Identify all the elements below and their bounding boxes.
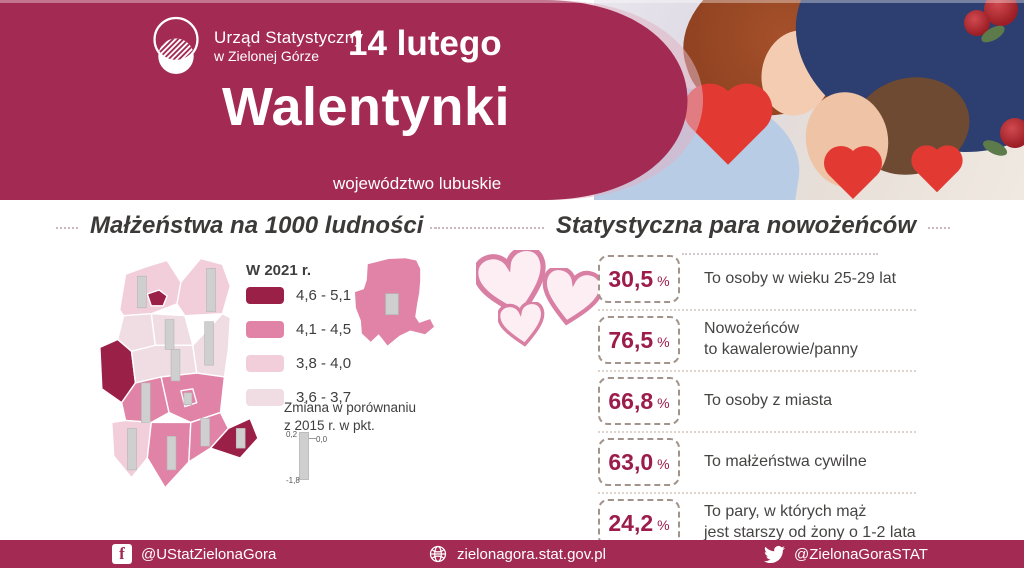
stats-list: 30,5 % To osoby w wieku 25-29 lat 76,5 %… — [598, 250, 916, 555]
map-region — [176, 257, 232, 317]
stat-unit: % — [657, 334, 670, 350]
legend-range: 3,8 - 4,0 — [296, 355, 352, 372]
page-title: Walentynki — [222, 77, 511, 137]
facebook-handle: @UStatZielonaGora — [141, 545, 277, 563]
twitter-handle: @ZielonaGoraSTAT — [794, 545, 928, 563]
lubuskie-choropleth-map — [99, 257, 258, 489]
scale-zero-line — [309, 438, 316, 439]
dotted-line — [928, 227, 950, 229]
legend-swatch — [246, 355, 284, 372]
stat-row: 66,8 % To osoby z miasta — [598, 372, 916, 433]
stat-unit: % — [657, 273, 670, 289]
change-scale: 0,2 0,0 -1,8 — [286, 430, 346, 485]
legend-swatch — [246, 389, 284, 406]
footer-twitter-link[interactable]: @ZielonaGoraSTAT — [764, 540, 928, 568]
right-section-title: Statystyczna para nowożeńców — [430, 212, 950, 240]
legend-range: 4,6 - 5,1 — [296, 287, 352, 304]
legend-item: 4,6 - 5,1 — [246, 287, 351, 304]
map-legend: W 2021 r. 4,6 - 5,1 4,1 - 4,5 3,8 - 4,0 … — [246, 262, 351, 423]
stat-label: To małżeństwa cywilne — [704, 452, 867, 470]
scale-bar — [299, 432, 309, 480]
footer-website-link[interactable]: zielonagora.stat.gov.pl — [428, 540, 606, 568]
legend-range: 4,1 - 4,5 — [296, 321, 352, 338]
map-region — [118, 259, 182, 317]
legend-item: 4,1 - 4,5 — [246, 321, 351, 338]
dotted-underline — [682, 253, 878, 255]
hero-header: Urząd Statystyczny w Zielonej Górze 14 l… — [0, 0, 1024, 200]
map-change-bars — [127, 267, 246, 471]
stat-value: 24,2 — [608, 509, 654, 536]
org-name-line2: w Zielonej Górze — [214, 47, 320, 64]
stat-label: To pary, w których mąż jest starszy od ż… — [704, 503, 916, 541]
scale-min: -1,8 — [286, 476, 300, 485]
heart-icon — [915, 149, 959, 193]
heart-outline-icon — [476, 250, 546, 318]
dotted-line — [430, 227, 544, 229]
voivodeship-mini-map — [354, 258, 434, 346]
office-logo: Urząd Statystyczny w Zielonej Górze — [148, 14, 363, 78]
stat-label: Nowożeńców to kawalerowie/panny — [704, 320, 858, 358]
footer-facebook-link[interactable]: f @UStatZielonaGora — [112, 540, 276, 568]
stat-value: 30,5 — [608, 265, 654, 292]
stat-label: To osoby z miasta — [704, 391, 833, 409]
stat-label: To osoby w wieku 25-29 lat — [704, 269, 897, 287]
stat-value-box: 30,5 % — [598, 255, 680, 303]
scale-zero: 0,0 — [316, 435, 328, 444]
stat-unit: % — [657, 517, 670, 533]
legend-title: W 2021 r. — [246, 262, 312, 279]
map-region — [146, 289, 168, 307]
facebook-icon: f — [112, 544, 132, 564]
stat-value: 66,8 — [608, 387, 654, 414]
website-url: zielonagora.stat.gov.pl — [457, 545, 606, 563]
date-label: 14 lutego — [348, 24, 502, 63]
stat-row: 63,0 % To małżeństwa cywilne — [598, 433, 916, 494]
stat-value-box: 76,5 % — [598, 316, 680, 364]
stat-unit: % — [657, 456, 670, 472]
stat-value: 76,5 — [608, 326, 654, 353]
left-section-title-text: Małżeństwa na 1000 ludności — [90, 212, 424, 239]
stat-value: 63,0 — [608, 448, 654, 475]
hero-top-highlight — [0, 0, 1024, 3]
legend-item: 3,6 - 3,7 — [246, 389, 351, 406]
twitter-icon — [764, 545, 785, 563]
legend-item: 3,8 - 4,0 — [246, 355, 351, 372]
dotted-line — [56, 227, 78, 229]
office-logo-icon — [153, 16, 199, 74]
map-region — [209, 417, 258, 459]
legend-swatch — [246, 321, 284, 338]
legend-range: 3,6 - 3,7 — [296, 389, 352, 406]
stat-row: 30,5 % To osoby w wieku 25-29 lat — [598, 250, 916, 311]
stat-value-box: 24,2 % — [598, 499, 680, 547]
footer-bar: f @UStatZielonaGora zielonagora.stat.gov… — [0, 540, 1024, 568]
org-name-line1: Urząd Statystyczny — [214, 28, 364, 48]
heart-icon — [828, 150, 878, 200]
heart-outline-icon — [498, 302, 545, 347]
stat-unit: % — [657, 395, 670, 411]
globe-icon — [429, 545, 447, 563]
rose-icon — [1000, 118, 1024, 148]
scale-max: 0,2 — [286, 430, 298, 439]
heart-outline-icon — [542, 268, 602, 326]
stat-row: 24,2 % To pary, w których mąż jest stars… — [598, 494, 916, 555]
region-label: województwo lubuskie — [333, 174, 502, 193]
legend-swatch — [246, 287, 284, 304]
stat-value-box: 63,0 % — [598, 438, 680, 486]
stat-value-box: 66,8 % — [598, 377, 680, 425]
stat-row: 76,5 % Nowożeńców to kawalerowie/panny — [598, 311, 916, 372]
change-note: Zmiana w porównaniu z 2015 r. w pkt. — [284, 400, 417, 433]
right-section-title-text: Statystyczna para nowożeńców — [555, 212, 916, 239]
